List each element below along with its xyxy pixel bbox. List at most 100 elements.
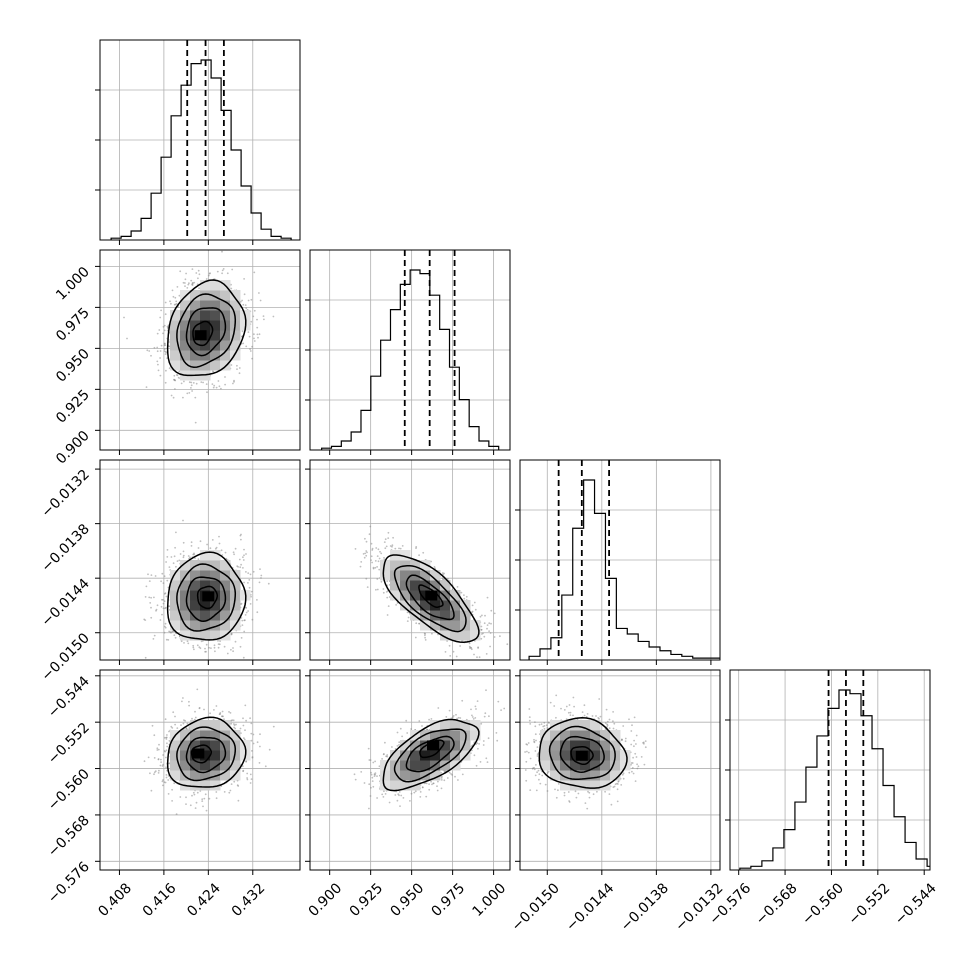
scatter-point — [258, 762, 261, 764]
density-cell — [410, 560, 421, 571]
scatter-point — [554, 788, 556, 791]
density-cell — [180, 590, 191, 601]
scatter-point — [598, 698, 601, 700]
scatter-point — [413, 791, 416, 794]
density-cell — [600, 760, 611, 771]
scatter-point — [184, 285, 186, 287]
scatter-point — [421, 786, 424, 789]
scatter-point — [252, 742, 255, 745]
density-cell — [440, 600, 451, 611]
scatter-point — [430, 718, 433, 720]
scatter-point — [194, 396, 197, 399]
scatter-point — [165, 595, 168, 598]
scatter-point — [457, 716, 460, 719]
scatter-point — [205, 809, 208, 812]
scatter-point — [385, 545, 388, 548]
scatter-point — [480, 625, 483, 628]
scatter-point — [184, 282, 186, 284]
scatter-point — [489, 632, 492, 634]
density-cell — [210, 630, 221, 641]
scatter-point — [236, 364, 238, 367]
y-tick-label: 0.925 — [53, 387, 93, 427]
panel-content-0-0 — [100, 40, 300, 240]
scatter-point — [248, 586, 251, 589]
density-cell — [220, 310, 231, 321]
scatter-point — [230, 783, 233, 785]
scatter-point — [448, 709, 451, 712]
scatter-point — [433, 566, 436, 568]
scatter-point — [486, 596, 489, 599]
scatter-point — [173, 374, 176, 377]
scatter-point — [384, 793, 387, 795]
scatter-point — [246, 777, 249, 779]
scatter-point — [188, 700, 190, 703]
scatter-point — [180, 382, 183, 385]
scatter-point — [156, 747, 159, 750]
density-cell — [210, 310, 221, 321]
scatter-point — [179, 796, 182, 798]
panel-frame — [99, 249, 301, 451]
scatter-point — [172, 396, 175, 399]
scatter-point — [456, 717, 458, 720]
scatter-point — [374, 772, 377, 774]
scatter-point — [165, 756, 167, 759]
scatter-point — [205, 383, 208, 385]
scatter-point — [218, 385, 221, 388]
scatter-point — [383, 790, 385, 793]
scatter-point — [260, 577, 262, 579]
scatter-point — [167, 779, 170, 781]
scatter-point — [205, 643, 208, 646]
scatter-point — [195, 801, 198, 804]
density-cell — [200, 360, 211, 371]
scatter-point — [182, 396, 184, 399]
scatter-point — [230, 632, 233, 635]
scatter-point — [485, 689, 487, 692]
panel-content-3-2 — [520, 670, 720, 870]
scatter-point — [538, 723, 541, 726]
density-cell — [220, 610, 231, 621]
scatter-point — [536, 771, 538, 774]
scatter-point — [370, 773, 373, 776]
scatter-point — [584, 802, 587, 804]
scatter-point — [365, 554, 368, 557]
scatter-point — [237, 799, 240, 802]
scatter-point — [191, 283, 193, 286]
scatter-point — [248, 579, 251, 581]
scatter-point — [488, 622, 491, 625]
scatter-point — [631, 770, 633, 773]
scatter-point — [394, 794, 397, 796]
scatter-point — [414, 636, 417, 639]
scatter-point — [368, 807, 370, 810]
scatter-point — [218, 535, 220, 538]
scatter-point — [533, 738, 535, 741]
scatter-point — [213, 709, 215, 711]
scatter-point — [367, 747, 370, 750]
scatter-point — [156, 346, 159, 349]
scatter-point — [176, 286, 179, 288]
scatter-point — [385, 755, 387, 758]
density-cell — [180, 610, 191, 621]
scatter-point — [174, 715, 176, 718]
density-peak — [194, 330, 207, 341]
scatter-point — [604, 790, 606, 793]
density-cell — [390, 750, 401, 761]
scatter-point — [162, 779, 164, 781]
density-cell — [550, 770, 561, 781]
density-cell — [180, 300, 191, 311]
scatter-point — [644, 746, 647, 749]
scatter-point — [194, 807, 197, 809]
y-tick-label: 0.950 — [53, 346, 93, 386]
scatter-point — [175, 565, 177, 568]
scatter-point — [529, 757, 532, 760]
scatter-point — [229, 789, 232, 792]
scatter-point — [123, 316, 125, 319]
scatter-point — [167, 793, 170, 795]
density-cell — [190, 290, 201, 301]
scatter-point — [604, 722, 607, 724]
density-cell — [190, 560, 201, 571]
scatter-point — [419, 796, 422, 798]
scatter-point — [245, 553, 247, 555]
scatter-point — [365, 577, 368, 580]
density-cell — [570, 730, 581, 741]
